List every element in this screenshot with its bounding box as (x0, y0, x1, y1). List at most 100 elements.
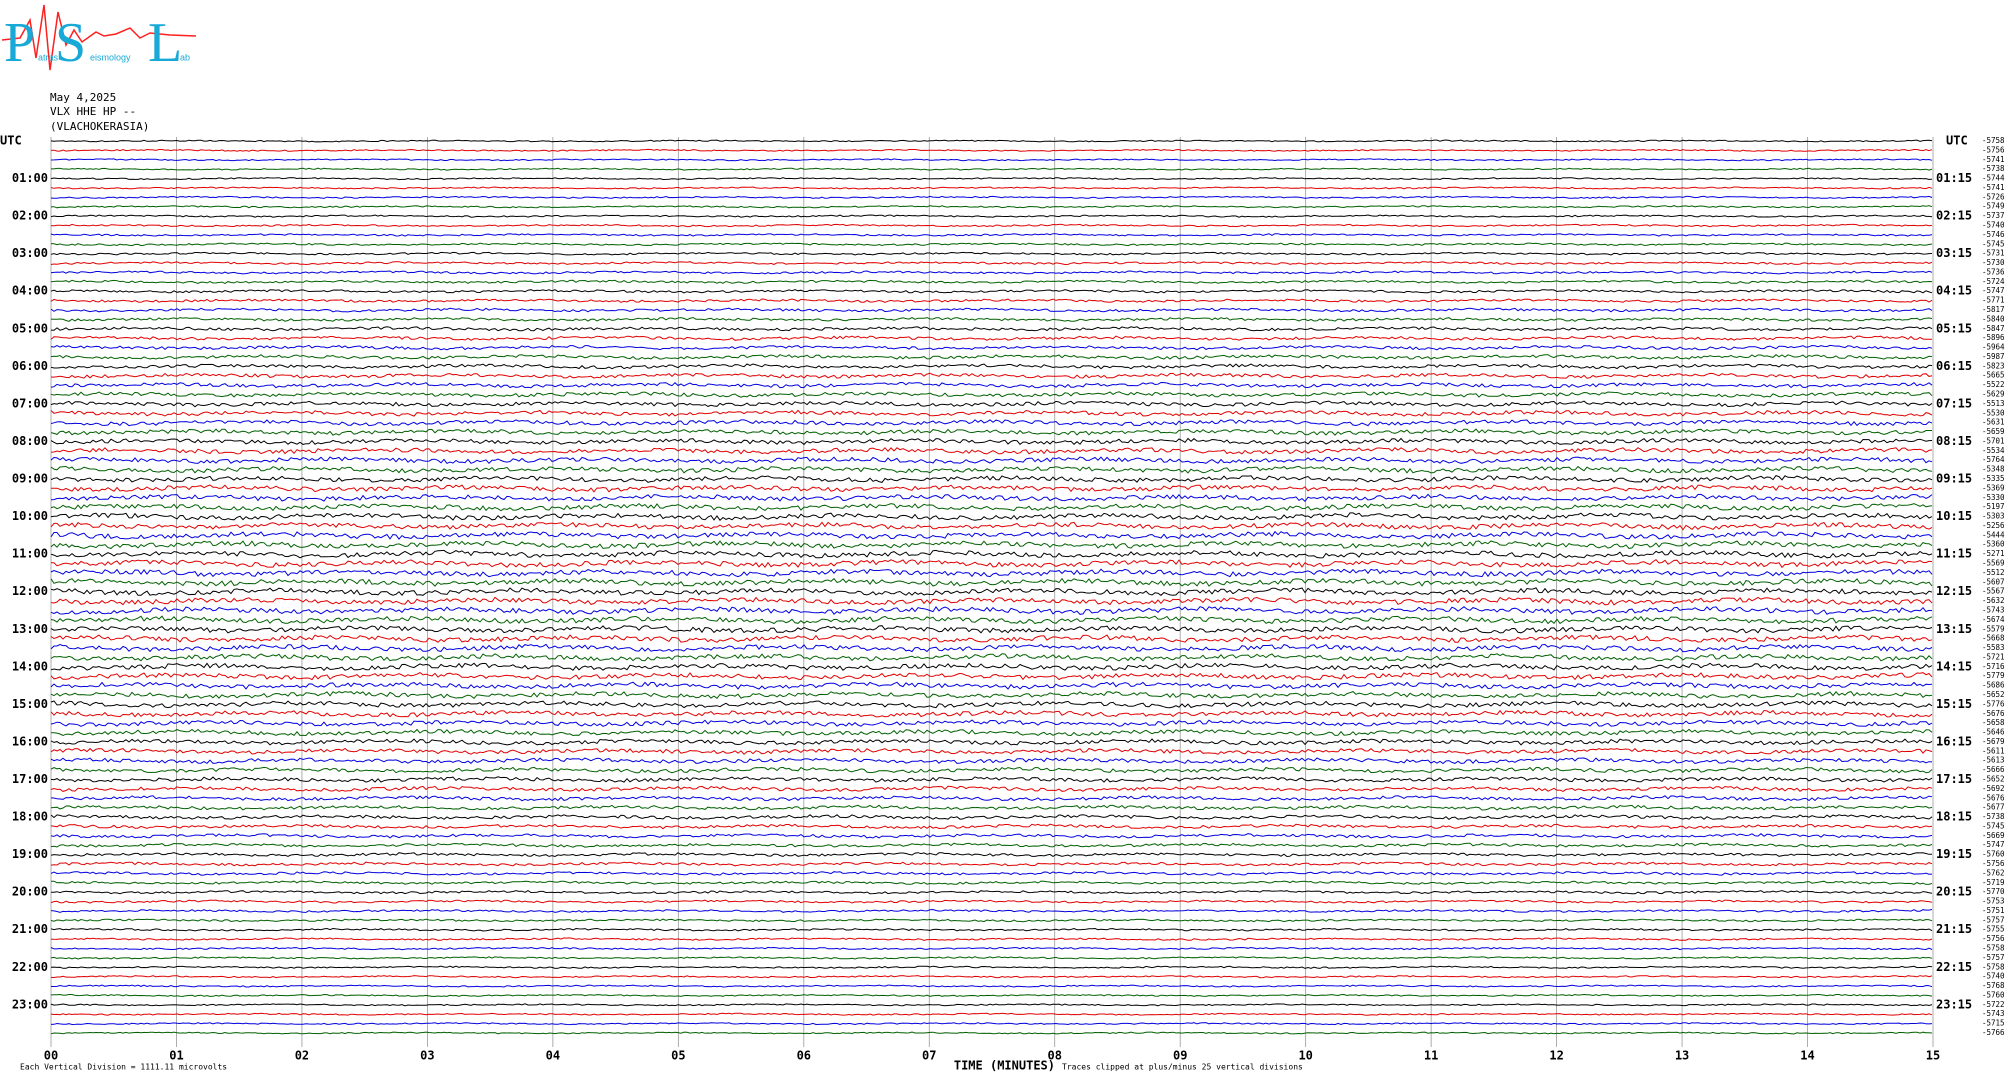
trace (50, 447, 1933, 455)
trace-offset: -5840 (1982, 314, 2005, 323)
trace (50, 549, 1933, 559)
hour-label: 18:15 (1936, 810, 1972, 824)
trace (50, 205, 1933, 209)
hour-label: 14:15 (1936, 659, 1972, 673)
trace-offset: -5823 (1982, 361, 2005, 370)
trace-offset: -5896 (1982, 333, 2005, 342)
trace (50, 261, 1933, 266)
hour-label: 15:15 (1936, 697, 1972, 711)
trace (50, 465, 1933, 474)
trace (50, 1012, 1933, 1016)
trace (50, 719, 1933, 727)
trace-offset: -5964 (1982, 343, 2005, 352)
trace (50, 709, 1933, 718)
trace-offset: -5766 (1982, 1028, 2005, 1037)
trace (50, 484, 1933, 493)
trace (50, 757, 1933, 765)
trace (50, 975, 1933, 979)
trace (50, 270, 1933, 275)
trace-offset: -5987 (1982, 352, 2005, 361)
trace-offset: -5756 (1982, 934, 2005, 943)
trace (50, 354, 1933, 360)
trace (50, 643, 1933, 653)
trace-offset: -5676 (1982, 709, 2005, 718)
trace (50, 335, 1932, 341)
trace (50, 1031, 1933, 1035)
trace (50, 186, 1933, 190)
x-tick-label: 14 (1800, 1049, 1814, 1063)
x-tick-label: 11 (1424, 1049, 1438, 1063)
hour-label: 13:15 (1936, 622, 1972, 636)
trace (50, 148, 1933, 152)
trace-offset: -5530 (1982, 408, 2005, 417)
trace-offset: -5676 (1982, 793, 2005, 802)
hour-label: 07:00 (12, 396, 48, 410)
trace (50, 747, 1933, 755)
clip-note: Traces clipped at plus/minus 25 vertical… (1062, 1063, 1303, 1072)
trace (50, 890, 1933, 895)
x-axis-label: TIME (MINUTES) (954, 1059, 1055, 1073)
trace-offset: -5522 (1982, 380, 2005, 389)
hour-label: 02:15 (1936, 209, 1972, 223)
trace (50, 456, 1933, 465)
trace-offset: -5758 (1982, 962, 2005, 971)
hour-label: 02:00 (12, 209, 48, 223)
trace-offset: -5745 (1982, 821, 2005, 830)
trace (50, 615, 1933, 625)
trace (50, 530, 1933, 540)
trace (50, 852, 1932, 858)
trace-offset: -5513 (1982, 399, 2005, 408)
trace-offset: -5658 (1982, 718, 2005, 727)
trace (50, 946, 1933, 951)
hour-label: 19:00 (12, 847, 48, 861)
trace (50, 842, 1933, 848)
trace-offset: -5444 (1982, 530, 2005, 539)
x-tick-label: 05 (671, 1049, 685, 1063)
trace-offset: -5776 (1982, 699, 2005, 708)
trace (50, 785, 1933, 793)
hour-label: 17:15 (1936, 772, 1972, 786)
trace (50, 540, 1933, 550)
trace (50, 344, 1933, 351)
trace-offset: -5569 (1982, 559, 2005, 568)
trace (50, 927, 1933, 932)
trace (50, 795, 1933, 802)
trace-offset: -5740 (1982, 221, 2005, 230)
hour-label: 16:00 (12, 734, 48, 748)
trace (50, 493, 1933, 503)
hour-label: 23:00 (12, 997, 48, 1011)
trace-offset: -5652 (1982, 690, 2005, 699)
hour-label: 21:00 (12, 922, 48, 936)
trace-offset: -5768 (1982, 981, 2005, 990)
trace-offset: -5726 (1982, 192, 2005, 201)
trace (50, 1022, 1933, 1026)
trace-offset: -5760 (1982, 990, 2005, 999)
trace-offset: -5770 (1982, 887, 2005, 896)
hour-label: 08:15 (1936, 434, 1972, 448)
hour-label: 20:00 (12, 885, 48, 899)
trace-offset: -5749 (1982, 202, 2005, 211)
trace-offset: -5762 (1982, 868, 2005, 877)
trace (50, 363, 1933, 370)
trace-offset: -5629 (1982, 390, 2005, 399)
x-tick-label: 15 (1926, 1049, 1940, 1063)
hour-label: 04:15 (1936, 284, 1972, 298)
trace-offset: -5330 (1982, 493, 2005, 502)
hour-label: 09:15 (1936, 472, 1972, 486)
x-tick-label: 10 (1298, 1049, 1312, 1063)
trace-offset: -5646 (1982, 728, 2005, 737)
trace-offset: -5512 (1982, 568, 2005, 577)
trace (50, 381, 1933, 389)
trace (50, 776, 1933, 783)
trace (50, 766, 1933, 774)
trace-offset: -5771 (1982, 296, 2005, 305)
x-tick-label: 04 (546, 1049, 560, 1063)
trace-offset: -5730 (1982, 258, 2005, 267)
hour-label: 14:00 (12, 659, 48, 673)
trace (50, 512, 1933, 521)
trace-offset: -5256 (1982, 521, 2005, 530)
scale-note: Each Vertical Division = 1111.11 microvo… (20, 1063, 227, 1072)
logo-letter: P (4, 12, 35, 74)
trace-offset: -5758 (1982, 943, 2005, 952)
